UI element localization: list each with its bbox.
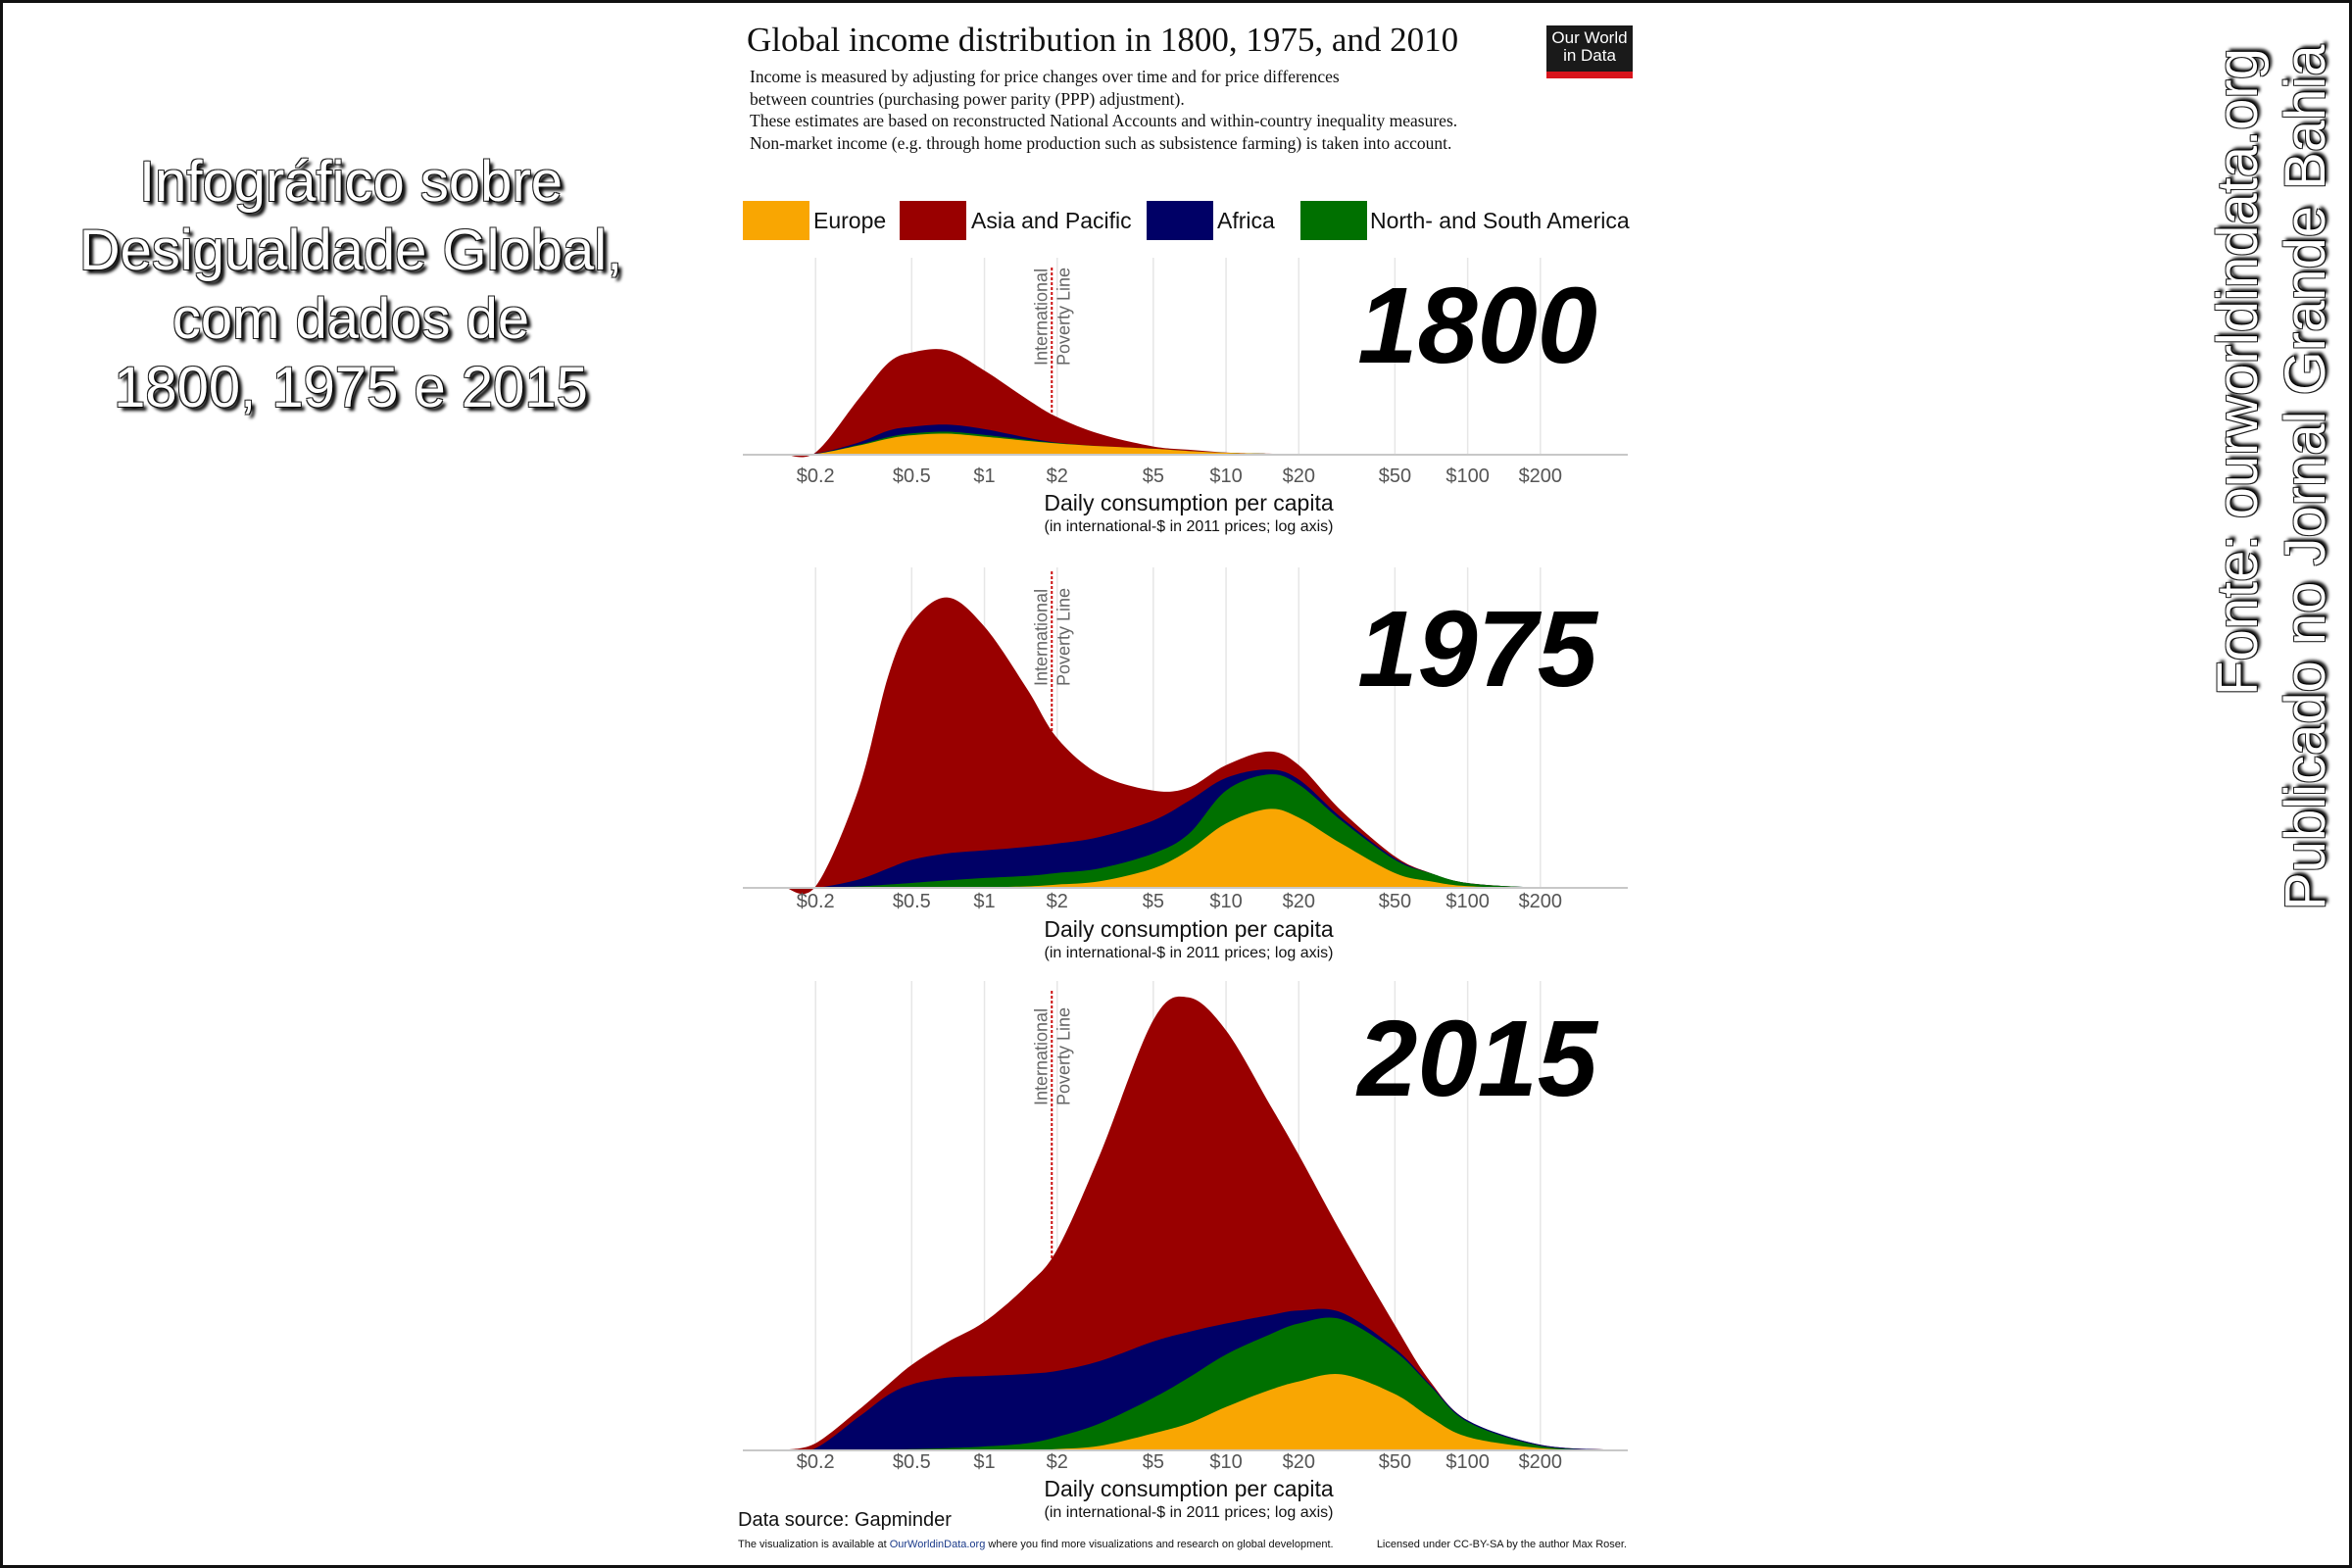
x-tick-label: $100	[1446, 1451, 1490, 1473]
x-tick-label: $5	[1143, 891, 1164, 912]
legend-label-asia: Asia and Pacific	[971, 208, 1132, 233]
legend-label-africa: Africa	[1217, 208, 1275, 233]
legend-swatch-americas	[1300, 201, 1367, 240]
availability-text: The visualization is available at	[738, 1539, 890, 1550]
x-axis-label: Daily consumption per capita	[1044, 1476, 1334, 1501]
caption-line: 1800, 1975 e 2015	[114, 356, 588, 419]
x-tick-label: $2	[1047, 466, 1068, 487]
caption-line: com dados de	[172, 287, 530, 351]
charts-canvas: International Poverty Line$0.2 $0.5 $1 $2 $5 $…	[743, 258, 1628, 1521]
poverty-line-label: Poverty Line	[1054, 268, 1073, 366]
year-label: 1975	[1357, 589, 1599, 710]
logo-line: Our World	[1551, 28, 1628, 47]
x-tick-label: $200	[1519, 466, 1563, 487]
x-tick-label: $10	[1209, 1451, 1242, 1473]
legend-swatch-asia	[900, 201, 966, 240]
year-label: 2015	[1355, 999, 1599, 1119]
x-tick-label: $0.5	[893, 1451, 931, 1473]
area-asia-and-pacific	[785, 349, 1614, 458]
x-tick-label: $20	[1283, 466, 1315, 487]
legend-swatch-europe	[743, 201, 809, 240]
poverty-line-label: International	[1031, 269, 1051, 366]
area-europe	[785, 433, 1614, 456]
area-europe	[785, 808, 1614, 889]
x-tick-label: $50	[1379, 466, 1411, 487]
x-axis-label: Daily consumption per capita	[1044, 490, 1334, 515]
x-axis-sublabel: (in international-$ in 2011 prices; log …	[1045, 1504, 1334, 1521]
area-asia-and-pacific	[785, 597, 1614, 895]
subtitle-line: These estimates are based on reconstruct…	[750, 111, 1458, 130]
chart-2015: International Poverty Line $0.2 $0.5 $1 $2 $5 $…	[743, 981, 1628, 1521]
x-tick-label: $1	[973, 1451, 995, 1473]
legend-label-americas: North- and South America	[1370, 208, 1630, 233]
x-tick-label: $5	[1143, 1451, 1164, 1473]
x-tick-label: $2	[1047, 1451, 1068, 1473]
x-tick-label: $0.2	[797, 466, 835, 487]
area-europe	[785, 1373, 1614, 1451]
x-tick-label: $200	[1519, 891, 1563, 912]
x-tick-label: $0.2	[797, 1451, 835, 1473]
poverty-line-label: International	[1031, 1008, 1051, 1105]
x-tick-label: $100	[1446, 891, 1490, 912]
logo-line: in Data	[1563, 46, 1616, 65]
legend-label-europe: Europe	[813, 208, 887, 233]
x-tick-label: $0.5	[893, 466, 931, 487]
subtitle-line: between countries (purchasing power pari…	[750, 88, 1185, 109]
area-north-and-south-america	[785, 774, 1614, 889]
x-tick-label: $10	[1209, 891, 1242, 912]
x-tick-label: $0.5	[893, 891, 931, 912]
x-tick-label: $20	[1283, 1451, 1315, 1473]
x-tick-label: $0.2	[797, 891, 835, 912]
data-source: Data source: Gapminder	[738, 1509, 952, 1531]
x-tick-label: $5	[1143, 466, 1164, 487]
availability-text: where you find more visualizations and r…	[985, 1539, 1334, 1550]
chart-1975: International Poverty Line $0.2 $0.5 $1 $2 $5 $…	[743, 567, 1628, 961]
chart-title: Global income distribution in 1800, 1975…	[747, 21, 1459, 59]
x-tick-label: $50	[1379, 891, 1411, 912]
x-tick-label: $50	[1379, 1451, 1411, 1473]
x-tick-label: $1	[973, 466, 995, 487]
x-tick-label: $200	[1519, 1451, 1563, 1473]
x-tick-label: $100	[1446, 466, 1490, 487]
license-note: Licensed under CC-BY-SA by the author Ma…	[1376, 1539, 1627, 1550]
owid-link[interactable]: OurWorldinData.org	[889, 1539, 986, 1550]
poverty-line-label: Poverty Line	[1054, 588, 1073, 686]
x-axis-label: Daily consumption per capita	[1044, 916, 1334, 942]
area-asia-and-pacific	[785, 996, 1614, 1450]
x-axis-sublabel: (in international-$ in 2011 prices; log …	[1045, 518, 1334, 535]
subtitle-line: Income is measured by adjusting for pric…	[750, 67, 1340, 86]
x-axis-sublabel: (in international-$ in 2011 prices; log …	[1045, 945, 1334, 961]
our-world-in-data-logo: Our World in Data	[1546, 25, 1633, 78]
caption-line: Infográfico sobre	[138, 150, 564, 214]
poverty-line-label: Poverty Line	[1054, 1007, 1073, 1105]
subtitle-line: Non-market income (e.g. through home pro…	[750, 132, 1452, 153]
infographic-caption: Infográfico sobre Desigualdade Global, c…	[42, 148, 660, 422]
caption-line: Desigualdade Global,	[78, 219, 623, 282]
x-tick-label: $20	[1283, 891, 1315, 912]
availability-note: The visualization is available at OurWor…	[738, 1539, 1334, 1550]
chart-1800: International Poverty Line $0.2 $0.5 $1 $2 $5 $…	[743, 258, 1628, 535]
year-label: 1800	[1357, 266, 1597, 386]
legend-swatch-africa	[1147, 201, 1213, 240]
x-tick-label: $1	[973, 891, 995, 912]
x-tick-label: $10	[1209, 466, 1242, 487]
chart-subtitle: Income is measured by adjusting for pric…	[750, 66, 1457, 154]
poverty-line-label: International	[1031, 589, 1051, 686]
x-tick-label: $2	[1047, 891, 1068, 912]
